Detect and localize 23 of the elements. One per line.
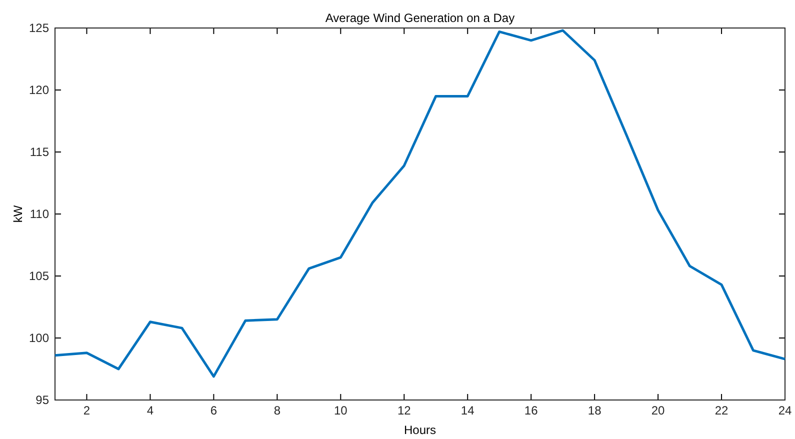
y-axis-title: kW xyxy=(11,204,25,223)
x-tick-label: 20 xyxy=(651,404,666,418)
x-axis-title: Hours xyxy=(404,423,436,437)
x-tick-label: 2 xyxy=(83,404,90,418)
y-tick-label: 115 xyxy=(30,144,50,159)
x-tick-label: 18 xyxy=(588,404,602,418)
y-tick-label: 110 xyxy=(30,206,50,221)
y-tick-label: 105 xyxy=(28,268,50,283)
y-tick-label: 125 xyxy=(28,20,50,35)
x-tick-label: 16 xyxy=(524,404,538,418)
y-tick-label: 100 xyxy=(28,330,50,345)
x-tick-label: 10 xyxy=(334,404,348,418)
line-series xyxy=(54,29,786,378)
y-tick-label: 120 xyxy=(28,82,50,97)
x-tick-label: 24 xyxy=(778,404,792,418)
chart-title: Average Wind Generation on a Day xyxy=(325,11,515,25)
x-tick-label: 14 xyxy=(460,404,475,418)
x-tick-label: 6 xyxy=(210,404,218,418)
x-tick-label: 4 xyxy=(146,404,154,418)
y-tick-label: 95 xyxy=(36,392,50,407)
x-tick-label: 8 xyxy=(274,404,281,418)
x-tick-label: 12 xyxy=(397,404,412,418)
x-tick-label: 22 xyxy=(714,404,729,418)
